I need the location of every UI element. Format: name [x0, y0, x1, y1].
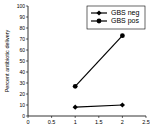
y-tick [26, 39, 28, 40]
data-point [73, 84, 78, 89]
legend-marker [96, 10, 101, 15]
y-tick [26, 105, 28, 106]
y-tick [26, 50, 28, 51]
x-tick [28, 116, 29, 118]
y-tick-label: 70 [19, 36, 25, 42]
legend-label: GBS neg [111, 9, 140, 17]
y-tick-label: 50 [19, 58, 25, 64]
plot-area [73, 33, 125, 110]
x-tick-label: 1.5 [95, 119, 103, 125]
data-point [120, 102, 125, 107]
y-tick-label: 60 [19, 47, 25, 53]
x-tick-label: 0 [26, 119, 29, 125]
y-tick-label: 90 [19, 14, 25, 20]
x-tick [146, 116, 147, 118]
y-axis-label: Percent antibiotic delivery [4, 29, 10, 92]
chart: 0 10 20 30 40 50 60 70 80 90 100 0 0.5 1 1.5 2 2.5 Percen… [0, 0, 150, 127]
x-tick [51, 116, 52, 118]
data-point [120, 33, 125, 38]
chart-root: 0 10 20 30 40 50 60 70 80 90 100 0 0.5 1 1.5 2 2.5 Percen… [0, 0, 150, 127]
y-tick [26, 94, 28, 95]
x-tick-label: 1 [74, 119, 77, 125]
y-tick [26, 83, 28, 84]
x-axis [28, 116, 146, 117]
x-tick [75, 116, 76, 118]
x-tick-label: 2.5 [142, 119, 150, 125]
y-tick-label: 0 [22, 113, 25, 119]
legend-label: GBS pos [111, 17, 140, 25]
x-tick [122, 116, 123, 118]
series-line [75, 105, 122, 107]
legend-marker [97, 19, 102, 24]
y-tick-label: 30 [19, 80, 25, 86]
y-tick-label: 20 [19, 91, 25, 97]
x-tick-label: 2 [121, 119, 124, 125]
legend-box [87, 6, 145, 29]
y-tick-label: 100 [17, 3, 26, 9]
legend: GBS negGBS pos [87, 6, 145, 29]
y-tick [26, 6, 28, 7]
y-tick [26, 61, 28, 62]
y-tick [26, 17, 28, 18]
y-tick-label: 80 [19, 25, 25, 31]
series-line [75, 36, 122, 87]
y-tick-label: 10 [19, 102, 25, 108]
y-tick [26, 72, 28, 73]
y-tick [26, 28, 28, 29]
x-tick [98, 116, 99, 118]
x-tick-label: 0.5 [48, 119, 56, 125]
y-tick-label: 40 [19, 69, 25, 75]
data-point [73, 105, 78, 110]
